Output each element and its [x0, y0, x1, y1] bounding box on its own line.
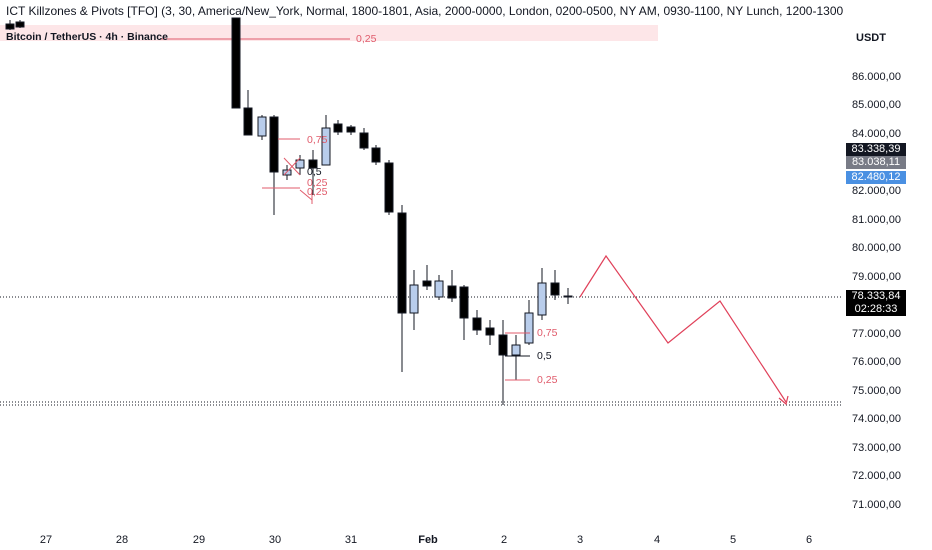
- candle-bull: [321, 127, 331, 166]
- fib-upper-025a: 0,25: [307, 177, 328, 189]
- last-price-value: 78.333,84: [851, 290, 901, 302]
- fib-upper-05: 0,5: [307, 166, 322, 178]
- candle-bear: [384, 162, 394, 213]
- date-label: 28: [115, 534, 129, 546]
- fib-lower-05: 0,5: [537, 350, 552, 362]
- date-label: 5: [729, 534, 737, 546]
- candle-bear: [15, 21, 25, 28]
- date-label: 31: [344, 534, 358, 546]
- fib-lower: [505, 332, 530, 381]
- price-label: 85.000,00: [852, 99, 901, 111]
- date-label: 4: [653, 534, 661, 546]
- killzone-box: [0, 25, 658, 41]
- currency-unit[interactable]: USDT: [856, 32, 886, 44]
- indicator-header[interactable]: ICT Killzones & Pivots [TFO] (3, 30, Ame…: [6, 4, 844, 18]
- price-label: 77.000,00: [852, 328, 901, 340]
- price-label: 79.000,00: [852, 271, 901, 283]
- fib-upper-075: 0,75: [307, 134, 328, 146]
- candle-bull: [524, 312, 534, 344]
- candle-bear: [269, 116, 279, 173]
- fib-lower-075: 0,75: [537, 327, 558, 339]
- candle-bull: [295, 159, 305, 169]
- price-label: 84.000,00: [852, 128, 901, 140]
- candle-bear: [422, 280, 432, 287]
- price-label: 82.000,00: [852, 185, 901, 197]
- projection-path: [579, 254, 787, 403]
- price-label: 80.000,00: [852, 242, 901, 254]
- date-label: 27: [39, 534, 53, 546]
- candle-bear: [333, 123, 343, 133]
- date-label: 6: [805, 534, 813, 546]
- candle-bear: [397, 212, 407, 314]
- candle-bear: [346, 126, 356, 133]
- candle-bear: [563, 295, 573, 298]
- candle-bull: [257, 116, 267, 137]
- candle-bear: [485, 327, 495, 336]
- price-badge-open: 83.038,11: [846, 156, 906, 169]
- bar-countdown: 02:28:33: [854, 303, 898, 315]
- price-label: 72.000,00: [852, 470, 901, 482]
- date-label: 30: [268, 534, 282, 546]
- price-label: 75.000,00: [852, 385, 901, 397]
- candle-bull: [434, 280, 444, 298]
- date-label: 29: [192, 534, 206, 546]
- price-label: 74.000,00: [852, 413, 901, 425]
- symbol-title[interactable]: Bitcoin / TetherUS · 4h · Binance: [6, 31, 168, 43]
- candle-bull: [511, 344, 521, 356]
- price-label: 86.000,00: [852, 71, 901, 83]
- price-badge-blue: 82.480,12: [846, 171, 906, 184]
- candlestick-series: [5, 17, 573, 405]
- candle-bear: [371, 147, 381, 163]
- last-price-badge: 78.333,84 02:28:33: [846, 290, 906, 316]
- candle-bear: [459, 286, 469, 319]
- candle-bear: [359, 132, 369, 149]
- candle-bear: [5, 23, 15, 30]
- fib-lower-025: 0,25: [537, 374, 558, 386]
- killzone-level-label: 0,25: [356, 33, 377, 45]
- price-label: 71.000,00: [852, 499, 901, 511]
- price-label: 81.000,00: [852, 214, 901, 226]
- date-label: 2: [500, 534, 508, 546]
- price-label: 73.000,00: [852, 442, 901, 454]
- candle-bear: [472, 317, 482, 331]
- price-badge-high: 83.338,39: [846, 143, 906, 156]
- candle-bear: [550, 282, 560, 296]
- price-label: 76.000,00: [852, 356, 901, 368]
- candle-bear: [231, 17, 241, 109]
- candle-bear: [447, 285, 457, 299]
- candle-bull: [537, 282, 547, 316]
- projection-arrowhead: [778, 395, 789, 406]
- candle-bear: [498, 334, 508, 356]
- fib-upper: [262, 138, 313, 204]
- candle-bull: [409, 284, 419, 314]
- candle-bear: [243, 107, 253, 136]
- fib-upper-025b: 0,25: [307, 186, 328, 198]
- date-label: 3: [576, 534, 584, 546]
- date-label: Feb: [418, 534, 438, 546]
- candle-bear: [308, 159, 318, 169]
